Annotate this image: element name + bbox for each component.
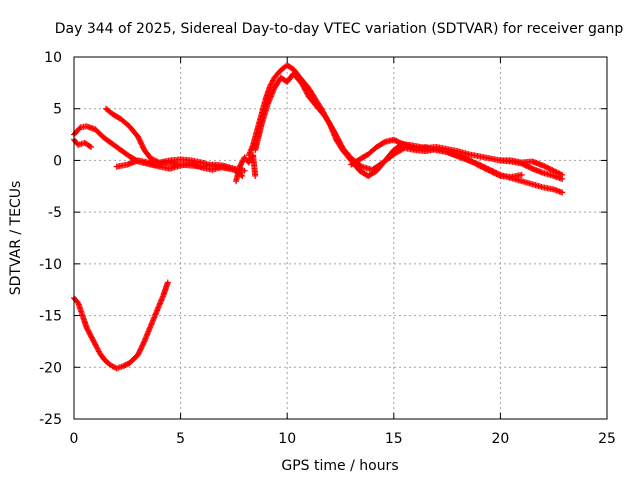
series-arc-4 [113, 157, 248, 174]
y-tick-label: -20 [39, 360, 62, 376]
x-tick-label: 15 [385, 431, 403, 447]
data-series [71, 62, 566, 372]
x-tick-label: 20 [491, 431, 509, 447]
series-arc-8 [348, 136, 566, 196]
x-tick-label: 0 [70, 431, 79, 447]
x-tick-label: 10 [278, 431, 296, 447]
series-arc-5 [233, 152, 259, 185]
x-tick-label: 5 [176, 431, 185, 447]
series-arc-9 [497, 157, 566, 178]
axis-ticks [73, 56, 608, 420]
data-point-markers [233, 152, 259, 185]
y-tick-label: -5 [48, 205, 62, 221]
y-axis-label: SDTVAR / TECUs [8, 181, 24, 296]
data-point-markers [348, 136, 566, 196]
plot-frame [73, 56, 608, 420]
x-tick-label: 25 [598, 431, 616, 447]
tick-labels: 0 5 10 15 20 25 -25 -20 -15 -10 -5 0 5 10 [39, 50, 616, 447]
x-axis-label: GPS time / hours [281, 458, 398, 474]
data-point-markers [113, 157, 248, 174]
y-tick-label: -25 [39, 412, 62, 428]
y-tick-label: 0 [53, 153, 62, 169]
grid-lines [74, 57, 607, 419]
y-tick-label: 5 [53, 102, 62, 118]
y-tick-label: 10 [44, 50, 62, 66]
y-tick-label: -15 [39, 309, 62, 325]
chart-title: Day 344 of 2025, Sidereal Day-to-day VTE… [55, 21, 624, 37]
y-tick-label: -10 [39, 257, 62, 273]
data-point-markers [497, 157, 566, 178]
